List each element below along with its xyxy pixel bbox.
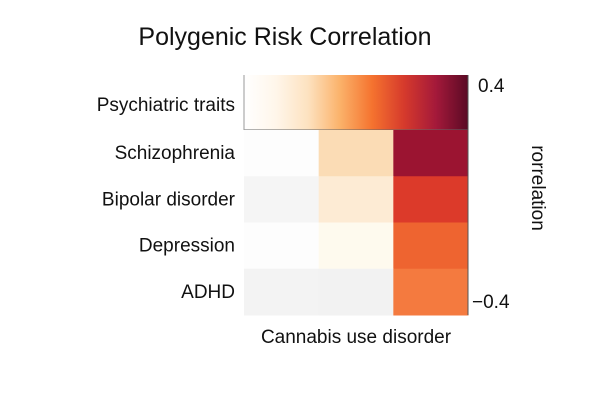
heatmap-cell (244, 222, 320, 270)
heatmap-cell (393, 176, 469, 223)
heatmap-cells (244, 130, 469, 316)
heatmap-cell (318, 222, 394, 270)
heatmap-cell (393, 222, 469, 270)
row-label: Schizophrenia (115, 143, 236, 164)
row-label: Depression (139, 236, 235, 257)
heatmap-cell (244, 268, 320, 316)
heatmap-cell (244, 176, 320, 223)
colorbar-label: rorrelation (527, 145, 548, 231)
heatmap-cell (318, 176, 394, 223)
header-row-label: Psychiatric traits (97, 95, 235, 116)
heatmap-cell (393, 130, 469, 177)
colorbar (244, 75, 468, 130)
colorbar-max-label: 0.4 (478, 76, 505, 97)
heatmap-cell (318, 268, 394, 316)
row-labels: Schizophrenia Bipolar disorder Depression A… (102, 143, 236, 303)
colorbar-min-label: −0.4 (472, 292, 510, 313)
heatmap-cell (318, 130, 394, 177)
row-label: Bipolar disorder (102, 189, 236, 210)
row-label: ADHD (181, 282, 235, 303)
heatmap-cell (244, 130, 320, 177)
x-axis-label: Cannabis use disorder (261, 327, 452, 348)
chart-title: Polygenic Risk Correlation (138, 23, 431, 51)
heatmap-cell (393, 268, 469, 316)
